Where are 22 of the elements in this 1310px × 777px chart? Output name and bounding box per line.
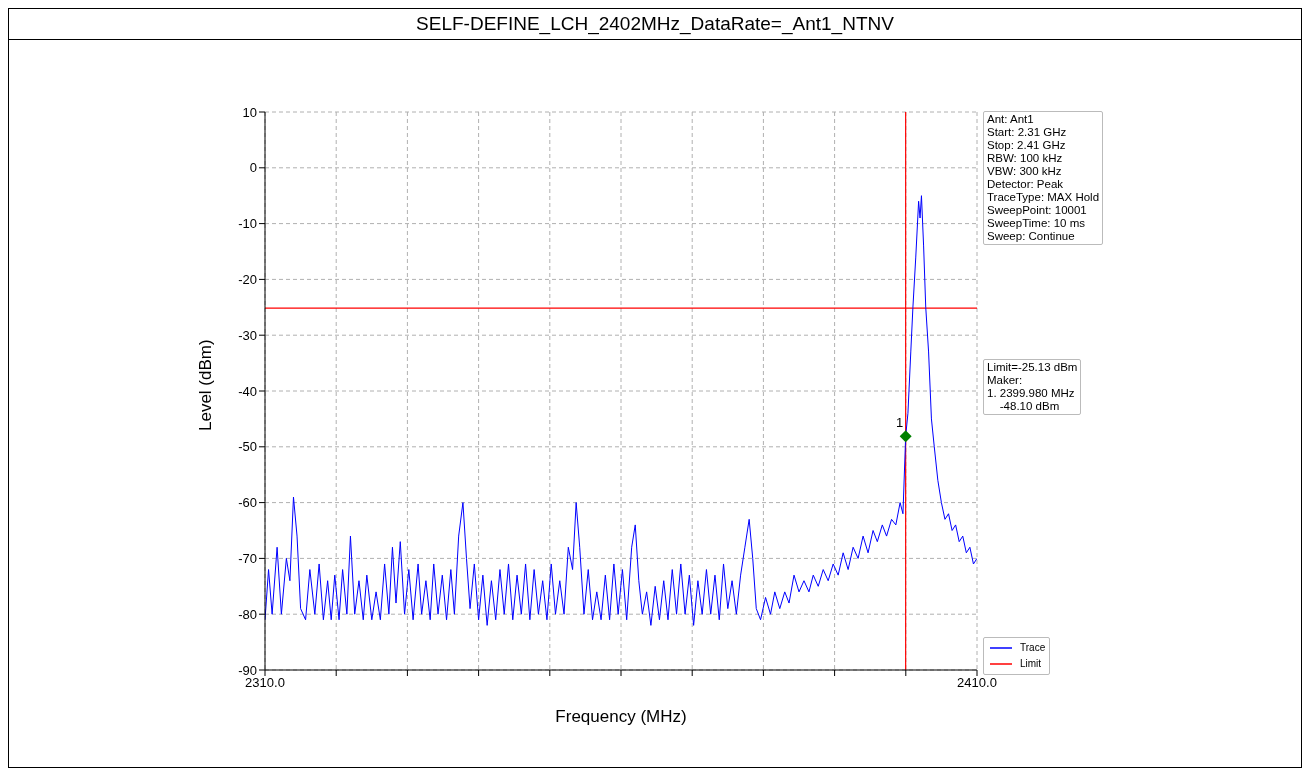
y-tick-label: -10 (238, 216, 257, 232)
y-tick-label: 10 (242, 104, 257, 120)
y-tick-label: -30 (238, 327, 257, 343)
legend-label: Limit (1020, 657, 1042, 671)
x-tick-label: 2310.0 (245, 675, 285, 691)
y-tick-label: -40 (238, 383, 257, 399)
text: Limit=-25.13 dBm Maker: 1. 2399.980 MHz -48.10 dBm (983, 359, 1082, 415)
y-tick-label: -80 (238, 606, 257, 622)
x-tick-label: 2410.0 (957, 675, 997, 691)
x-axis-title: Frequency (MHz) (555, 707, 687, 726)
y-tick-label: -70 (238, 551, 257, 567)
text: Ant: Ant1 Start: 2.31 GHz Stop: 2.41 GHz RBW: 100 kHz VBW: 300 kHz Detector: Peak TraceType: MAX Hold SweepPoint: 10001 SweepTime: 10 ms Sweep: Continue (987, 113, 1100, 242)
y-axis-title: Level (dBm) (196, 339, 216, 431)
y-tick-label: -50 (238, 439, 257, 455)
y-tick-label: 0 (249, 160, 257, 176)
legend-label: Trace (1020, 641, 1046, 655)
y-tick-label: -20 (238, 272, 257, 288)
y-tick-label: -60 (238, 495, 257, 511)
chart-title: SELF-DEFINE_LCH_2402MHz_DataRate=_Ant1_NTNV (9, 9, 1301, 40)
y-tick-label: -90 (238, 662, 257, 678)
line-series (265, 195, 977, 626)
series-label: 1 (896, 415, 904, 431)
